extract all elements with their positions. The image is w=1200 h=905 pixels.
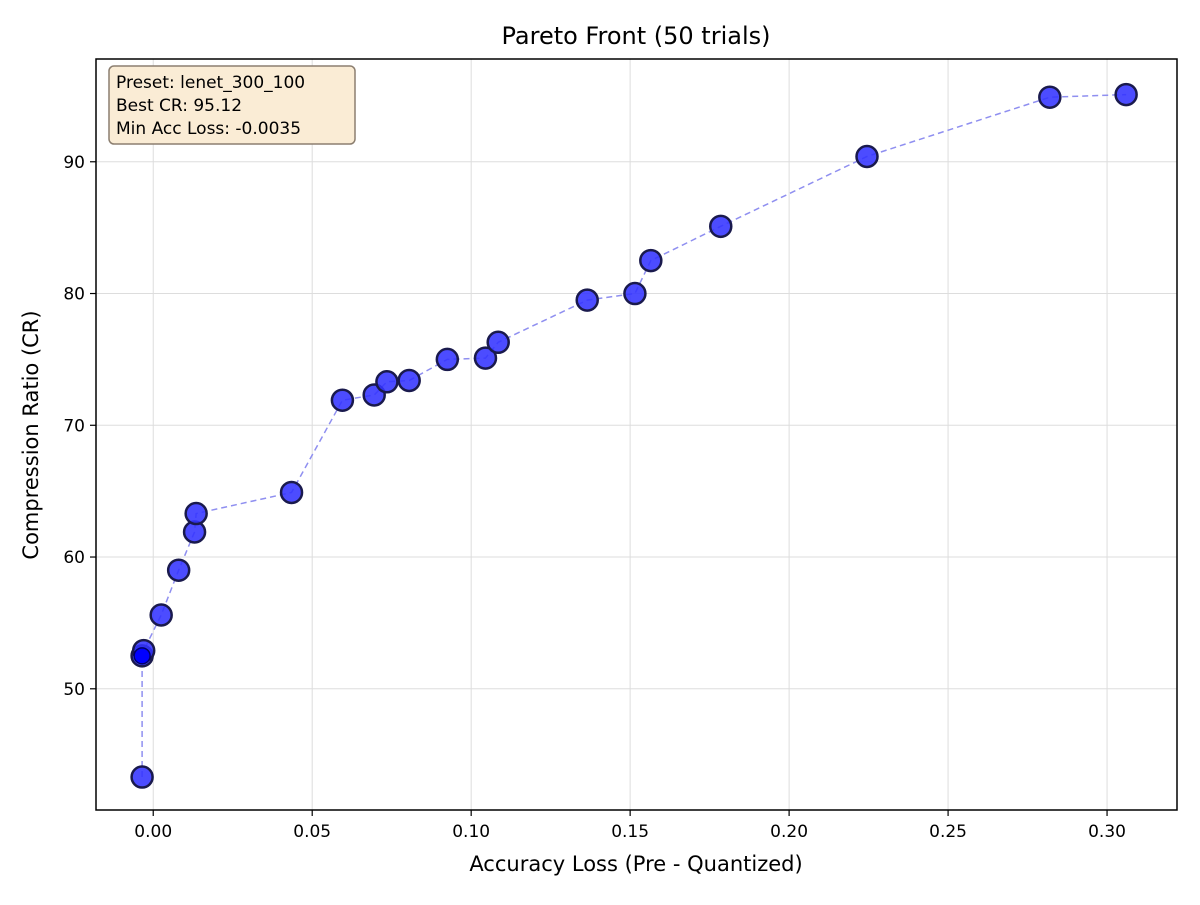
data-point [330, 388, 355, 412]
x-tick-label: 0.10 [452, 822, 490, 842]
data-point [375, 370, 399, 394]
plot-area-frame [95, 58, 1178, 811]
data-point [855, 144, 879, 169]
x-tick-label: 0.30 [1088, 822, 1126, 842]
y-tick-label: 70 [63, 416, 85, 436]
data-point [397, 368, 421, 393]
x-tick-label: 0.25 [929, 822, 967, 842]
data-point [1114, 82, 1138, 107]
annotation-background [108, 65, 356, 145]
data-point [486, 330, 510, 355]
y-axis-label: Compression Ratio (CR) [19, 310, 43, 559]
annotation-preset: Preset: lenet_300_100 [116, 73, 305, 93]
chart-title: Pareto Front (50 trials) [502, 22, 771, 50]
highlighted-point [133, 647, 151, 665]
data-point [184, 501, 208, 526]
x-axis-label: Accuracy Loss (Pre - Quantized) [469, 852, 802, 876]
x-tick-label: 0.00 [134, 822, 172, 842]
data-point [575, 288, 599, 312]
connecting-line-layer [141, 93, 1127, 778]
data-point [709, 214, 733, 239]
y-tick-label: 60 [63, 548, 85, 568]
annotation-best-cr: Best CR: 95.12 [116, 96, 242, 116]
annotation-box: Preset: lenet_300_100 Best CR: 95.12 Min… [108, 65, 356, 145]
y-tick-label: 50 [63, 680, 85, 700]
data-point [279, 480, 304, 505]
data-point [623, 281, 647, 306]
annotation-min-acc-loss: Min Acc Loss: -0.0035 [116, 119, 301, 139]
data-point [130, 765, 154, 789]
y-tick-label: 90 [63, 153, 85, 173]
data-point [1038, 85, 1062, 109]
x-tick-label: 0.20 [770, 822, 808, 842]
data-point [639, 248, 663, 273]
data-point [435, 347, 460, 372]
y-tick-label: 80 [63, 285, 85, 305]
pareto-connecting-line [141, 93, 1127, 778]
x-tick-label: 0.15 [611, 822, 649, 842]
axis-ticks: 0.00 0.05 0.10 0.15 0.20 0.25 0.30 50 60 70 80 90 [63, 153, 1126, 842]
data-point [166, 558, 191, 582]
data-points [130, 82, 1138, 789]
x-tick-label: 0.05 [293, 822, 331, 842]
data-point [473, 346, 498, 370]
data-point [149, 603, 173, 627]
